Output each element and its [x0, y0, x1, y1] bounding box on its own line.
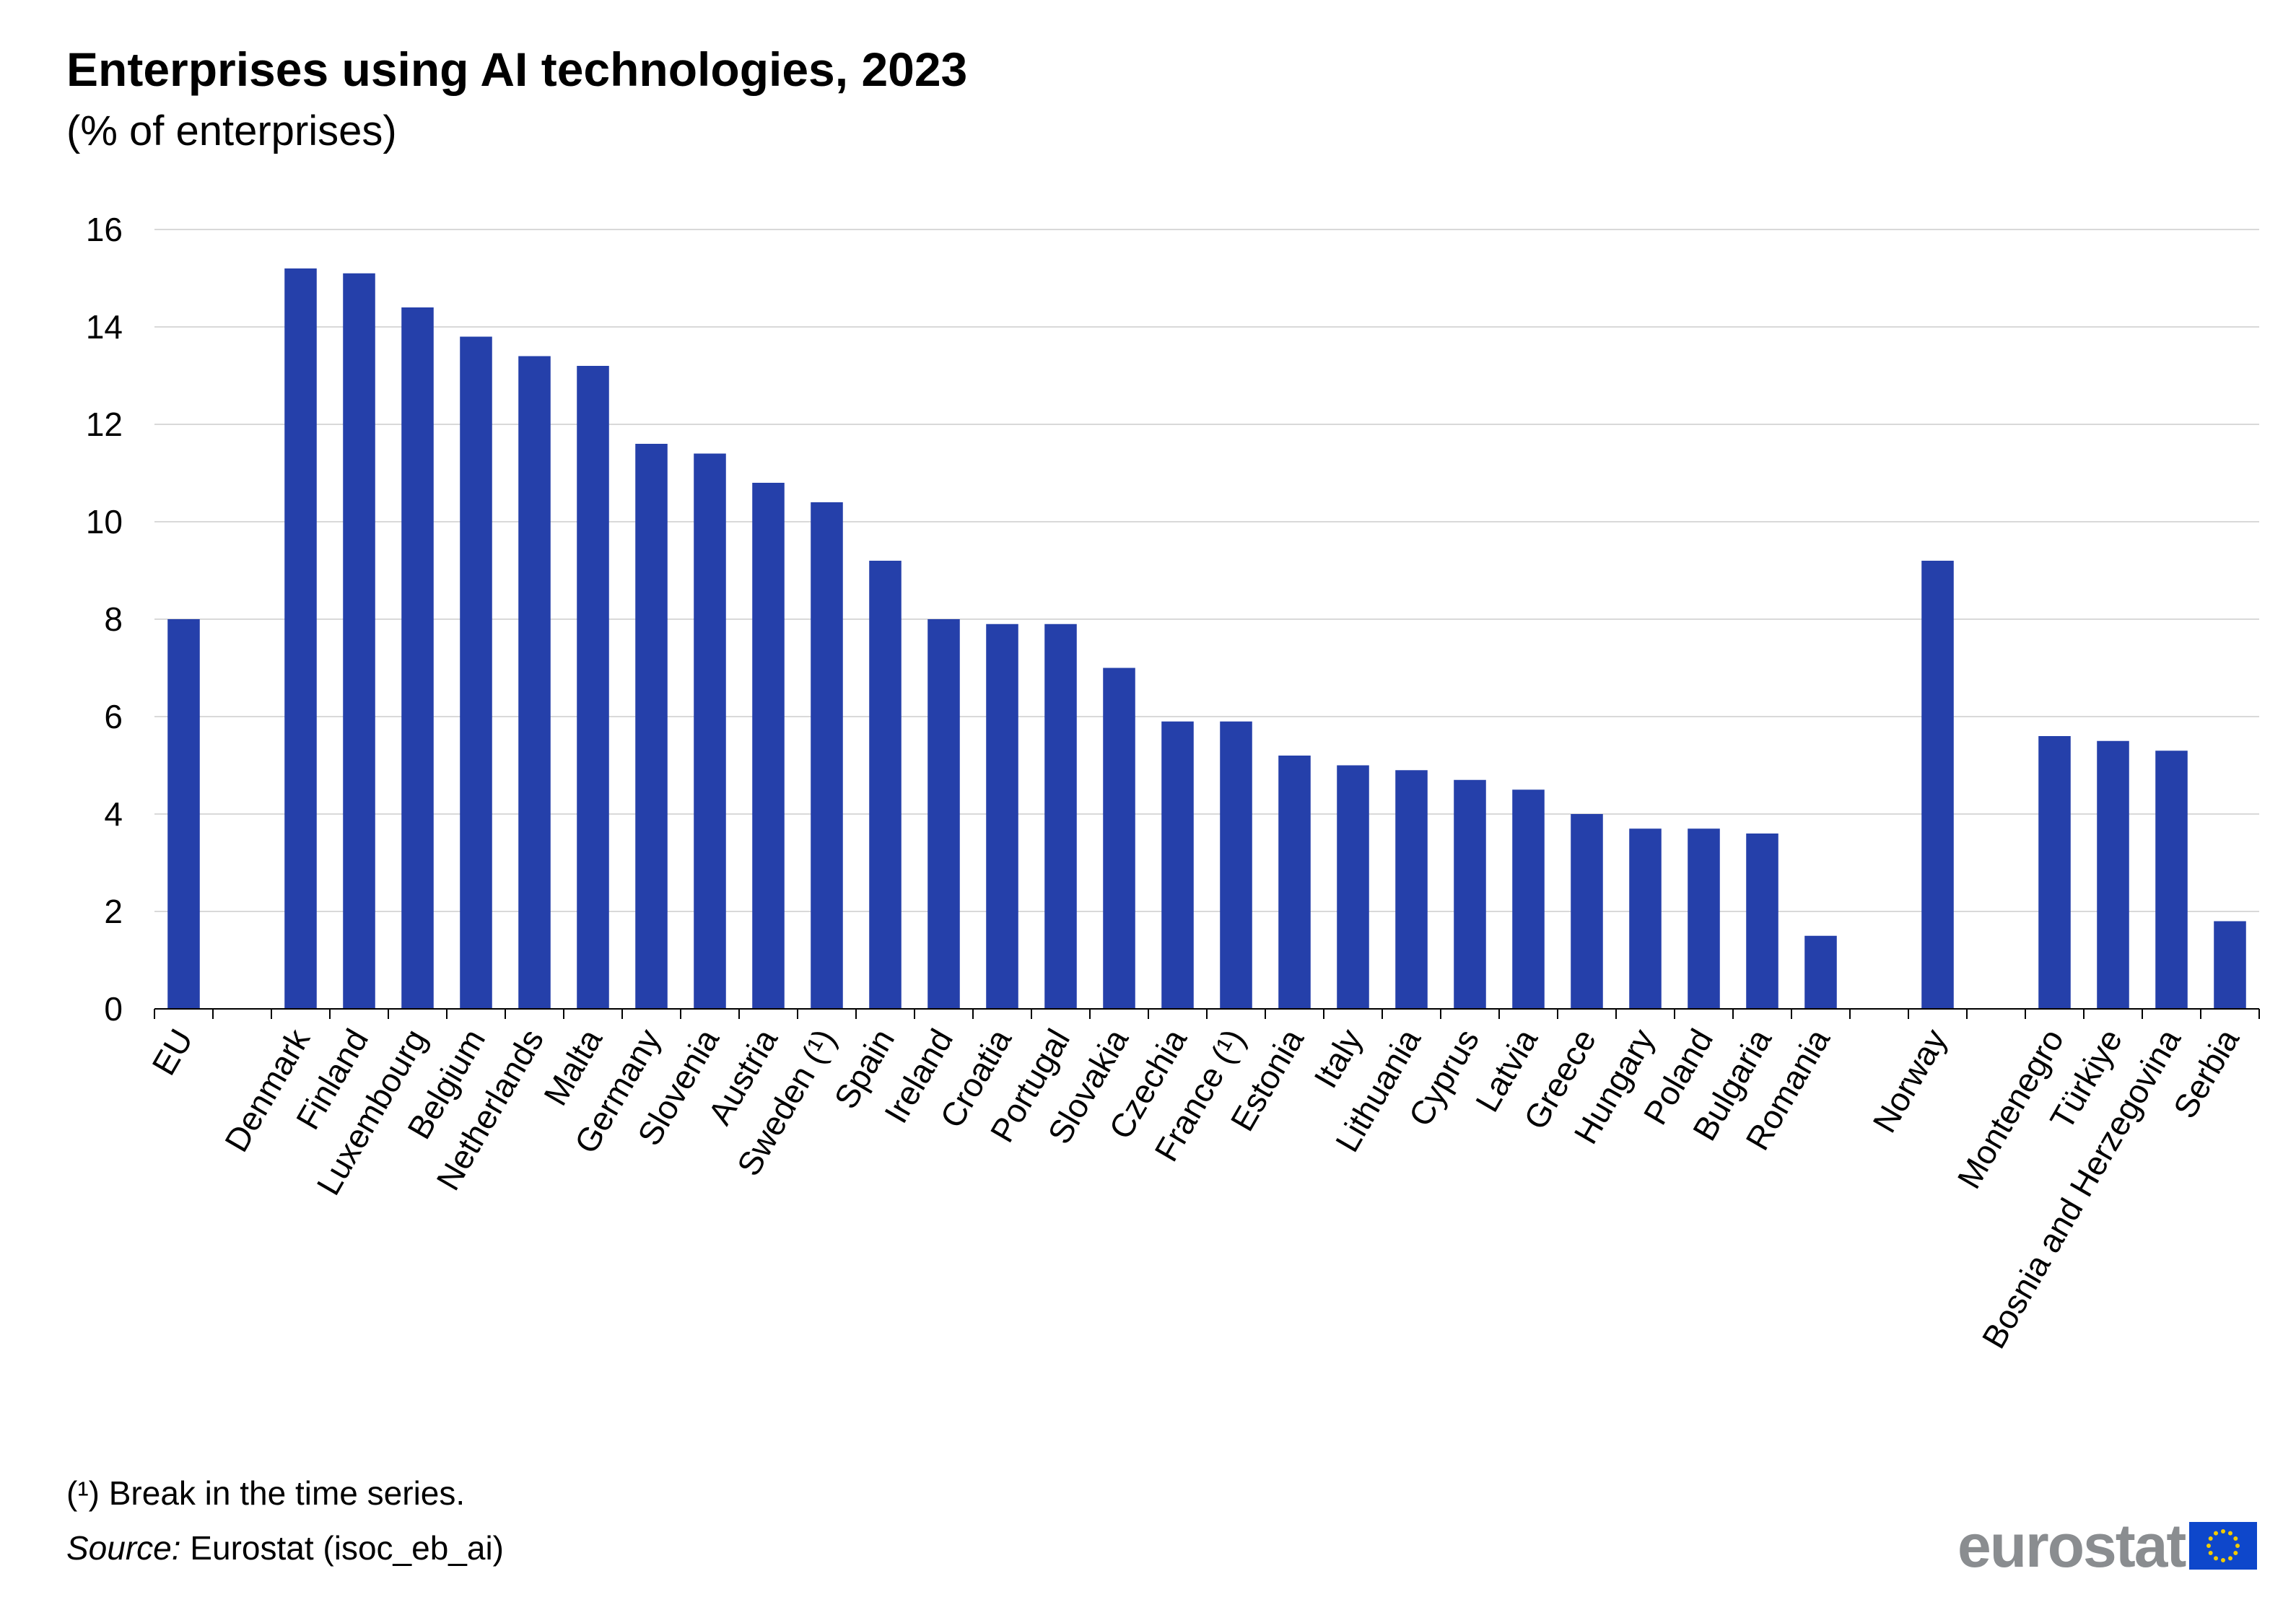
bar	[1629, 828, 1662, 1009]
bar	[1161, 721, 1194, 1009]
flag-star	[2233, 1551, 2238, 1555]
source-text: Eurostat (isoc_eb_ai)	[180, 1529, 504, 1567]
y-tick-label: 10	[86, 503, 123, 541]
bar	[518, 356, 551, 1009]
bar	[1804, 935, 1837, 1009]
bar	[2155, 751, 2188, 1009]
bar	[1746, 834, 1778, 1009]
bar	[1220, 721, 1252, 1009]
bar	[2214, 921, 2246, 1009]
bar	[167, 619, 200, 1009]
y-tick-label: 12	[86, 406, 123, 443]
bar	[1454, 779, 1486, 1009]
bar	[2038, 736, 2071, 1009]
y-tick-label: 8	[104, 600, 123, 638]
bar	[284, 268, 317, 1009]
flag-star	[2235, 1544, 2240, 1548]
bar	[927, 619, 960, 1009]
y-tick-label: 2	[104, 893, 123, 930]
bar	[752, 483, 785, 1009]
bar	[401, 307, 434, 1009]
chart-title: Enterprises using AI technologies, 2023	[66, 43, 968, 96]
bar	[694, 453, 726, 1009]
eu-flag-icon	[2189, 1522, 2258, 1570]
bar	[1688, 828, 1720, 1009]
flag-star	[2221, 1558, 2226, 1562]
x-category-label: Norway	[1865, 1023, 1954, 1139]
bar	[1395, 770, 1428, 1009]
bar	[1571, 814, 1603, 1009]
flag-star	[2228, 1556, 2233, 1561]
bar	[635, 444, 668, 1009]
y-tick-label: 6	[104, 698, 123, 735]
flag-star	[2221, 1529, 2226, 1534]
flag-star	[2209, 1536, 2214, 1541]
bar	[1044, 624, 1077, 1009]
footnote: (¹) Break in the time series.	[66, 1474, 466, 1512]
x-category-label: EU	[144, 1023, 200, 1081]
bar	[869, 561, 902, 1009]
eurostat-logo: eurostat	[1957, 1510, 2258, 1582]
source-note: Source: Eurostat (isoc_eb_ai)	[66, 1528, 504, 1567]
chart-subtitle: (% of enterprises)	[66, 108, 397, 154]
x-category-label: Denmark	[217, 1022, 318, 1158]
flag-star	[2209, 1551, 2214, 1555]
bar	[811, 502, 843, 1009]
bar	[1921, 561, 1954, 1009]
flag-star	[2206, 1544, 2212, 1548]
flag-star	[2214, 1531, 2219, 1536]
x-axis	[154, 1008, 2260, 1019]
flag-star	[2228, 1531, 2233, 1536]
bar	[577, 366, 609, 1009]
bar	[1103, 668, 1135, 1009]
bar	[343, 273, 375, 1009]
gridlines	[154, 229, 2259, 912]
y-tick-label: 16	[86, 211, 123, 248]
y-tick-label: 0	[104, 990, 123, 1028]
flag-star	[2233, 1536, 2238, 1541]
bar	[986, 624, 1018, 1009]
bar	[1512, 789, 1545, 1009]
bars	[167, 268, 2246, 1009]
bar	[1278, 756, 1311, 1009]
bar	[1337, 765, 1369, 1009]
x-axis-labels: EU DenmarkFinlandLuxembourgBelgiumNetherl…	[144, 1022, 2246, 1355]
flag-star	[2214, 1556, 2219, 1561]
bar	[2097, 740, 2129, 1009]
y-tick-label: 4	[104, 795, 123, 833]
bar	[460, 336, 492, 1009]
y-axis-ticks: 0 2 4 6 8 10 12 14 16	[86, 211, 123, 1028]
y-tick-label: 14	[86, 308, 123, 346]
logo-text: eurostat	[1957, 1511, 2186, 1580]
source-label: Source:	[66, 1529, 181, 1567]
